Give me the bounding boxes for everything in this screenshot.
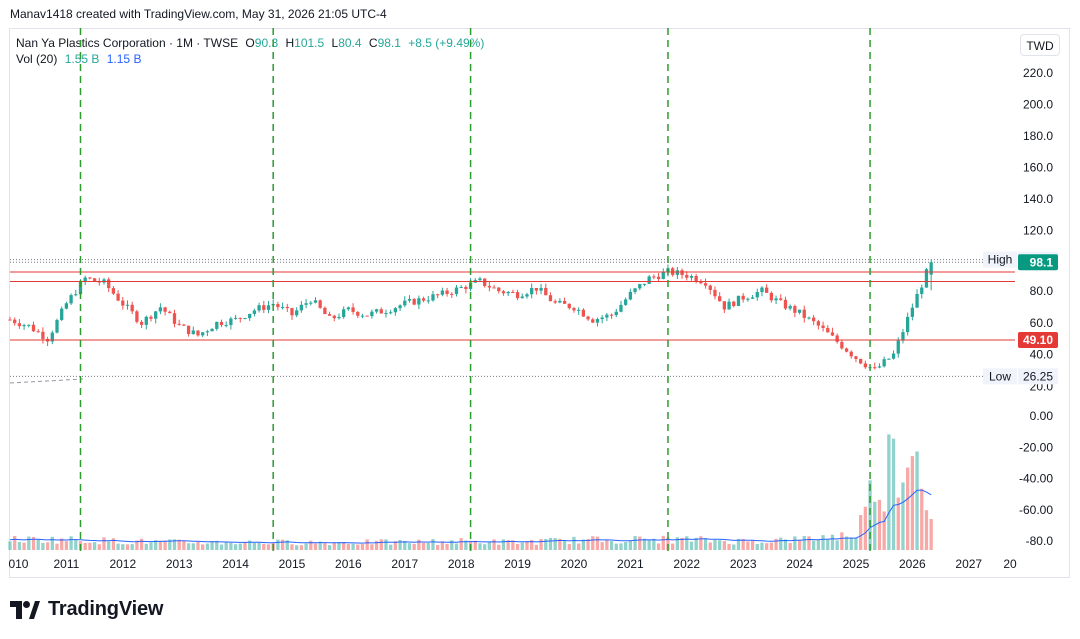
open-label: O [245, 36, 255, 50]
tradingview-logo-icon [10, 600, 40, 619]
close-value: 98.1 [377, 36, 401, 50]
change-value: +8.5 (+9.49%) [408, 36, 485, 50]
volume-value: 1.55 B [64, 52, 100, 66]
close-label: C [368, 36, 378, 50]
low-label: L [331, 36, 339, 50]
currency-button[interactable]: TWD [1020, 34, 1060, 56]
volume-row: Vol (20) 1.55 B 1.15 B [16, 51, 484, 67]
low-value: 80.4 [338, 36, 362, 50]
open-value: 90.3 [254, 36, 279, 50]
high-label: H [285, 36, 295, 50]
symbol-title[interactable]: Nan Ya Plastics Corporation · 1M · TWSE [16, 36, 239, 50]
ohlc-row: Nan Ya Plastics Corporation · 1M · TWSE … [16, 35, 484, 51]
tradingview-logo[interactable]: TradingView [10, 598, 163, 621]
tradingview-logo-text: TradingView [48, 598, 164, 620]
high-value: 101.5 [294, 36, 325, 50]
chart-credit: Manav1418 created with TradingView.com, … [10, 7, 387, 21]
chart-frame [9, 28, 1070, 578]
volume-label[interactable]: Vol (20) [16, 52, 58, 66]
volume-ma-value: 1.15 B [106, 52, 142, 66]
chart-legend: Nan Ya Plastics Corporation · 1M · TWSE … [16, 35, 484, 67]
